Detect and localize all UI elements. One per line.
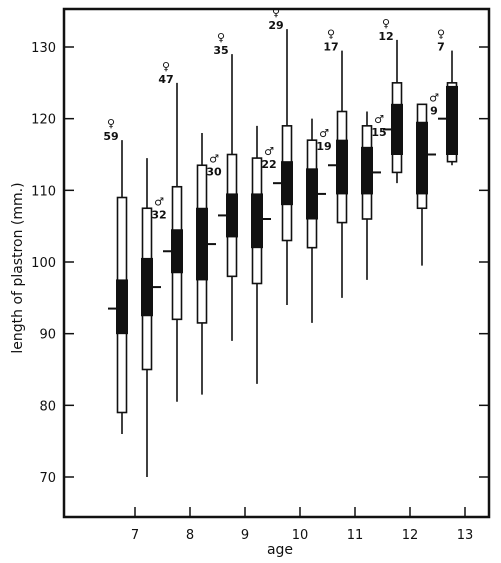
y-axis: 70 80 90 100 110 120 130	[31, 41, 489, 486]
box-series: ♀59♂32♀47♂30♀35♂22♀29♂19♀17♂15♀12♂9♀7	[103, 6, 458, 477]
female-12-symbol: ♀	[382, 17, 390, 30]
male-9-se-box	[251, 193, 263, 249]
female-9-se-box	[226, 193, 238, 238]
age-group-8: ♀47 ♂30	[158, 60, 222, 402]
female-12-n-label: 12	[378, 30, 393, 43]
y-tick-label-80: 80	[39, 399, 56, 414]
female-10-se-box	[281, 161, 293, 206]
age-group-13: ♀7	[437, 28, 458, 166]
x-tick-label-12: 12	[402, 528, 419, 543]
female-12-se-box	[391, 103, 403, 156]
female-13-se-box	[446, 85, 458, 155]
female-11-symbol: ♀	[327, 28, 335, 41]
x-tick-label-13: 13	[457, 528, 474, 543]
male-10-se-box	[306, 168, 318, 220]
male-9-symbol: ♂	[264, 145, 274, 158]
male-10-symbol: ♂	[319, 127, 329, 140]
x-tick-label-7: 7	[131, 528, 139, 543]
male-8-n-label: 30	[206, 165, 222, 178]
y-tick-label-90: 90	[39, 328, 56, 343]
female-13-symbol: ♀	[437, 28, 445, 41]
male-11-se-box	[361, 146, 373, 195]
y-tick-label-130: 130	[31, 41, 56, 56]
male-10-n-label: 19	[316, 140, 331, 153]
y-tick-label-100: 100	[31, 256, 56, 271]
female-9-symbol: ♀	[217, 31, 225, 44]
male-12-se-box	[416, 121, 428, 195]
age-group-7: ♀59 ♂32	[103, 117, 167, 477]
male-12-n-label: 9	[430, 104, 438, 117]
female-9-n-label: 35	[213, 44, 228, 57]
female-8-n-label: 47	[158, 73, 173, 86]
male-7-se-box	[141, 257, 153, 317]
age-group-9: ♀35 ♂22	[213, 31, 277, 384]
x-axis-title: age	[267, 542, 293, 558]
female-7-symbol: ♀	[107, 117, 115, 130]
male-7-symbol: ♂	[154, 195, 164, 208]
male-8-se-box	[196, 207, 208, 281]
male-11-symbol: ♂	[374, 113, 384, 126]
female-8-symbol: ♀	[162, 60, 170, 73]
female-7-se-box	[116, 279, 128, 335]
plot-frame	[62, 7, 491, 519]
age-group-11: ♀17 ♂15	[323, 28, 387, 298]
y-tick-label-110: 110	[31, 184, 56, 199]
x-tick-label-10: 10	[292, 528, 309, 543]
female-7-n-label: 59	[103, 130, 118, 143]
male-12-symbol: ♂	[429, 91, 439, 104]
female-10-n-label: 29	[268, 19, 283, 32]
male-11-n-label: 15	[371, 126, 386, 139]
female-11-se-box	[336, 139, 348, 195]
female-10-symbol: ♀	[272, 6, 280, 19]
y-axis-title: length of plastron (mm.)	[10, 182, 26, 353]
age-group-12: ♀12 ♂9	[378, 17, 439, 266]
y-tick-label-120: 120	[31, 113, 56, 128]
x-axis: 7 8 9 10 11 12 13	[131, 507, 473, 543]
male-8-symbol: ♂	[209, 152, 219, 165]
female-8-se-box	[171, 229, 183, 274]
x-tick-label-11: 11	[347, 528, 364, 543]
male-9-n-label: 22	[261, 158, 276, 171]
female-13-n-label: 7	[437, 41, 445, 54]
female-11-n-label: 17	[323, 41, 338, 54]
x-tick-label-9: 9	[241, 528, 249, 543]
male-7-n-label: 32	[151, 208, 166, 221]
y-tick-label-70: 70	[39, 471, 56, 486]
age-group-10: ♀29♂19	[268, 6, 332, 323]
x-tick-label-8: 8	[186, 528, 194, 543]
